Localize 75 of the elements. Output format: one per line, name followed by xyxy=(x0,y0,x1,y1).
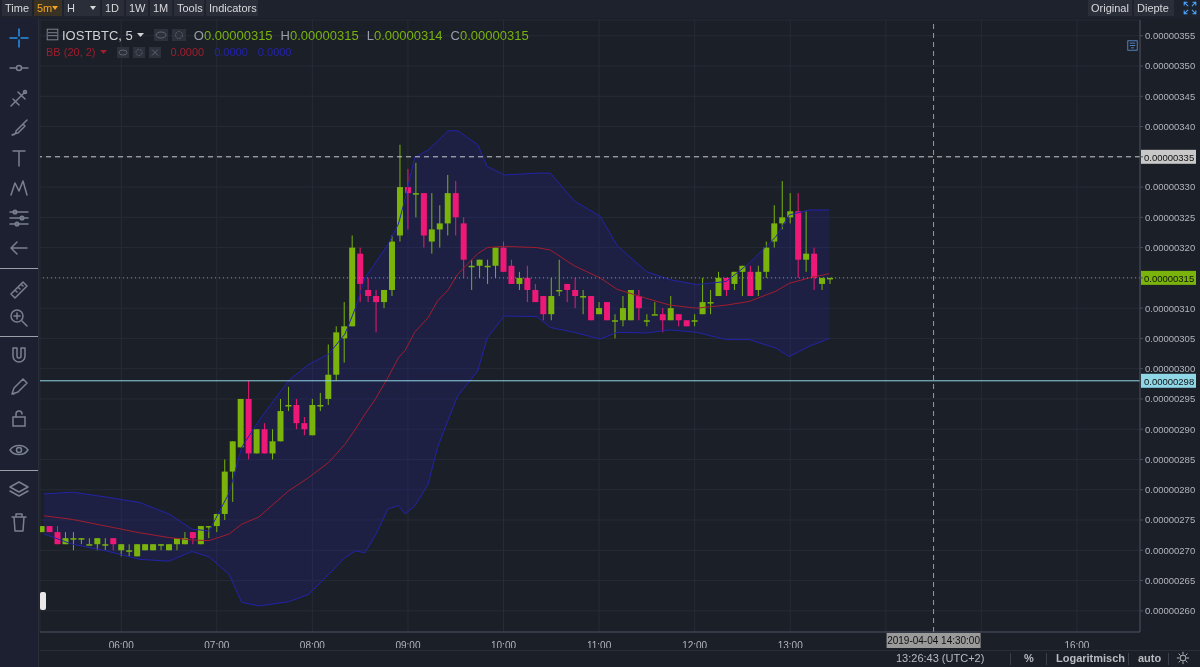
line-series xyxy=(43,245,830,542)
candlestick xyxy=(412,162,419,218)
text: Logaritmisch xyxy=(1056,652,1126,664)
y-tick-label: 0.00000290 xyxy=(1145,423,1196,435)
y-tick-label: 0.00000285 xyxy=(1145,453,1196,465)
y-tick-label: 0.00000280 xyxy=(1145,484,1196,496)
y-tick-label: 0.00000295 xyxy=(1145,393,1196,405)
candlestick xyxy=(596,301,603,315)
annotation: 0.0000 xyxy=(257,46,292,58)
candlestick xyxy=(580,289,587,315)
candlestick xyxy=(803,210,810,273)
legend-label: BB (20, 2) xyxy=(46,46,96,58)
text: H xyxy=(67,2,75,14)
candlestick xyxy=(651,301,658,316)
text: Time xyxy=(5,2,30,14)
y-tick-label: 0.00000355 xyxy=(1145,30,1196,42)
annotation: O0.00000315 xyxy=(193,27,273,43)
candlestick xyxy=(269,428,276,460)
ref-line-label: 2019-04-04 14:30:00 xyxy=(887,635,981,646)
y-tick-label: 0.00000325 xyxy=(1145,211,1196,223)
candlestick xyxy=(365,277,372,303)
annotation: C0.00000315 xyxy=(450,27,529,43)
ref-line-label: 0.00000298 xyxy=(1144,375,1195,387)
text: Original xyxy=(1091,2,1129,14)
candlestick xyxy=(158,543,165,551)
candlestick xyxy=(619,295,626,327)
text: Diepte xyxy=(1137,2,1169,14)
annotation: 0.0000 xyxy=(214,46,248,58)
y-tick-label: 0.00000310 xyxy=(1145,302,1196,314)
y-tick-label: 0.00000260 xyxy=(1145,605,1196,617)
text: % xyxy=(1024,652,1034,664)
y-tick-label: 0.00000300 xyxy=(1145,363,1196,375)
text: 1W xyxy=(129,2,146,14)
annotation: H0.00000315 xyxy=(280,27,359,43)
candlestick xyxy=(612,313,618,339)
y-tick-label: 0.00000275 xyxy=(1145,514,1196,526)
candlestick xyxy=(635,289,642,321)
y-tick-label: 0.00000340 xyxy=(1145,120,1196,132)
candlestick xyxy=(771,204,778,249)
line-series xyxy=(43,130,830,532)
y-tick-label: 0.00000345 xyxy=(1145,90,1196,102)
ref-line-label: 0.00000315 xyxy=(1144,272,1195,284)
candlestick xyxy=(667,295,674,321)
ref-line-label: 0.00000335 xyxy=(1144,151,1195,163)
candlestick xyxy=(572,277,579,309)
y-tick-label: 0.00000265 xyxy=(1145,574,1196,586)
candlestick xyxy=(508,259,515,285)
candlestick xyxy=(436,204,443,249)
annotation: 0.0000 xyxy=(170,46,205,58)
candlestick xyxy=(428,192,435,255)
candlestick xyxy=(540,295,547,321)
text: 1M xyxy=(153,2,169,14)
y-tick-label: 0.00000320 xyxy=(1145,241,1196,253)
text: 5m xyxy=(37,2,53,14)
annotation: L0.00000314 xyxy=(366,27,443,43)
y-tick-label: 0.00000330 xyxy=(1145,181,1196,193)
text: Tools xyxy=(177,2,203,14)
candlestick xyxy=(659,307,666,333)
text: IOSTBTC, 5 xyxy=(62,27,133,43)
y-tick-label: 0.00000305 xyxy=(1145,332,1196,344)
text: 1D xyxy=(105,2,120,14)
candlestick xyxy=(86,537,93,546)
candlestick xyxy=(293,398,300,430)
y-tick-label: 0.00000350 xyxy=(1145,60,1196,72)
candlestick xyxy=(524,265,531,303)
candlestick xyxy=(779,180,786,230)
candlestick xyxy=(373,289,380,333)
y-tick-label: 0.00000270 xyxy=(1145,544,1196,556)
text: Indicators xyxy=(209,2,257,14)
candlestick xyxy=(301,416,308,436)
text: 13:26:43 (UTC+2) xyxy=(896,652,985,664)
candlestick xyxy=(70,531,77,551)
candlestick xyxy=(707,289,714,315)
line-series xyxy=(43,315,830,607)
text: auto xyxy=(1138,652,1162,664)
